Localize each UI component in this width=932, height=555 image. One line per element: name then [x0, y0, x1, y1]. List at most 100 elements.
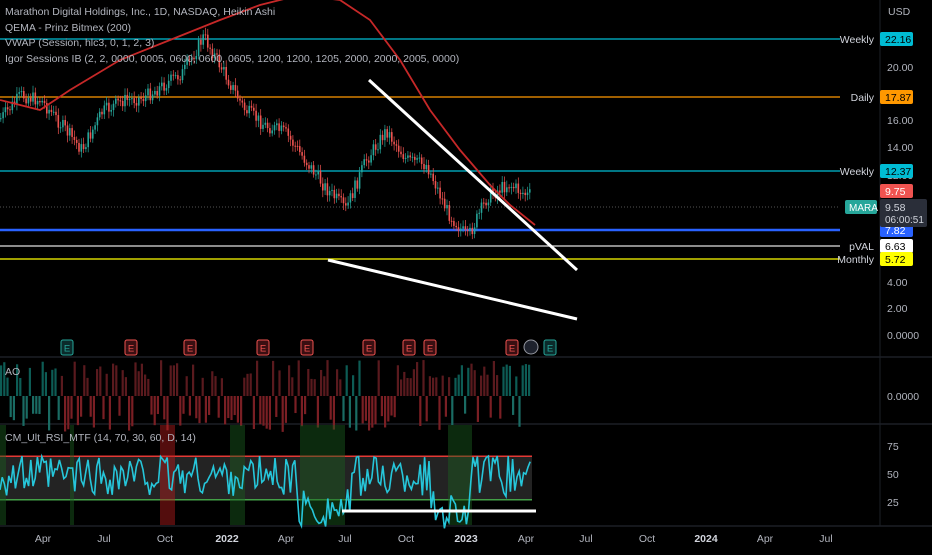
candle-body — [301, 152, 303, 156]
earnings-marker[interactable]: E — [300, 339, 314, 356]
earnings-marker[interactable]: E — [423, 339, 437, 356]
candle-body — [510, 186, 513, 188]
indicator-vwap[interactable]: VWAP (Session, hlc3, 0, 1, 2, 3) — [5, 37, 155, 49]
candles — [0, 27, 531, 240]
qema-line — [0, 0, 536, 226]
time-tick-label: Oct — [639, 533, 655, 545]
ao-bar — [486, 374, 489, 396]
earnings-marker[interactable]: E — [256, 339, 270, 356]
candle-body — [220, 67, 223, 70]
ao-bar — [25, 396, 28, 419]
ao-bar — [438, 396, 441, 430]
ao-bar — [412, 369, 415, 396]
indicator-qema[interactable]: QEMA - Prinz Bitmex (200) — [5, 21, 132, 34]
ao-bar — [35, 396, 38, 414]
ao-bar — [12, 396, 15, 421]
earnings-icon — [402, 339, 416, 356]
candle-body — [326, 183, 329, 196]
candle-body — [319, 170, 322, 184]
ao-bar — [512, 396, 515, 415]
ao-bar — [144, 374, 147, 396]
earnings-marker[interactable]: E — [505, 339, 519, 356]
ao-bar — [268, 396, 271, 430]
ao-bar — [51, 369, 54, 396]
earnings-letter: E — [187, 344, 193, 355]
candle-body — [11, 101, 14, 111]
candle-body — [34, 92, 37, 105]
candle-body — [425, 165, 428, 170]
price-label-bg — [880, 164, 913, 178]
candle-body — [108, 102, 110, 112]
candle-body — [276, 123, 278, 126]
earnings-marker[interactable]: E — [362, 339, 376, 356]
ao-bar — [19, 377, 22, 396]
candle-body — [218, 54, 221, 68]
ao-bar — [419, 396, 422, 427]
price-label-text: 22.16 — [885, 34, 911, 46]
ao-bar — [105, 373, 108, 396]
ao-bar — [432, 377, 435, 396]
candle-body — [363, 159, 365, 166]
candle-body — [351, 193, 354, 198]
candle-body — [124, 94, 126, 107]
earnings-icon — [183, 339, 197, 356]
time-tick-label: 2022 — [215, 533, 239, 545]
candle-body — [209, 47, 211, 49]
rsi-highlight — [70, 425, 74, 525]
time-tick-label: Jul — [579, 533, 592, 545]
time-tick-label: Apr — [518, 533, 535, 545]
earnings-marker[interactable]: E — [402, 339, 416, 356]
ao-bar — [153, 396, 156, 426]
candle-body — [446, 205, 448, 209]
ao-bar — [140, 363, 143, 396]
candle-body — [190, 57, 193, 60]
ao-bar — [6, 377, 9, 396]
candle-body — [374, 144, 377, 150]
candle-body — [161, 82, 163, 87]
earnings-marker[interactable]: E — [183, 339, 197, 356]
candle-body — [299, 146, 301, 153]
ao-bar — [243, 377, 246, 396]
price-label-tag: 22.16 — [880, 32, 913, 46]
indicator-igor-sessions[interactable]: Igor Sessions IB (2, 2, 0000, 0005, 0600… — [5, 52, 460, 65]
candle-body — [308, 165, 310, 169]
candle-body — [39, 101, 41, 103]
candle-body — [172, 74, 175, 76]
current-price-bg — [880, 199, 927, 227]
ao-bar — [345, 365, 348, 396]
split-icon — [523, 339, 539, 355]
ao-bar — [326, 360, 329, 396]
ao-pane-title[interactable]: AO — [5, 366, 21, 378]
price-tick-label: 16.00 — [887, 115, 913, 127]
ao-bar — [502, 366, 505, 396]
candle-body — [455, 225, 457, 228]
candle-body — [443, 198, 446, 209]
candle-body — [115, 98, 117, 104]
candle-body — [213, 53, 216, 59]
ao-bar — [416, 362, 419, 396]
earnings-marker[interactable]: E — [124, 339, 138, 356]
rsi-pane-title[interactable]: CM_Ult_RSI_MTF (14, 70, 30, 60, D, 14) — [5, 432, 196, 444]
candle-body — [149, 88, 152, 101]
candle-body — [133, 98, 135, 104]
candle-body — [280, 125, 283, 131]
candle-body — [82, 144, 85, 150]
candle-body — [420, 157, 423, 164]
ao-bar — [150, 396, 153, 415]
price-label-bg — [880, 184, 913, 198]
ao-bar — [201, 377, 204, 396]
time-tick-label: 2024 — [694, 533, 718, 545]
candle-body — [333, 189, 336, 199]
ao-bar — [230, 396, 233, 421]
price-label-tag: 12.37 — [880, 164, 913, 178]
candle-body — [303, 155, 306, 163]
candle-body — [73, 136, 76, 140]
ao-bar — [176, 363, 179, 396]
earnings-marker[interactable]: E — [60, 339, 74, 356]
price-label-bg — [880, 90, 913, 104]
ticker-badge — [845, 200, 877, 214]
earnings-marker[interactable]: E — [543, 339, 557, 356]
